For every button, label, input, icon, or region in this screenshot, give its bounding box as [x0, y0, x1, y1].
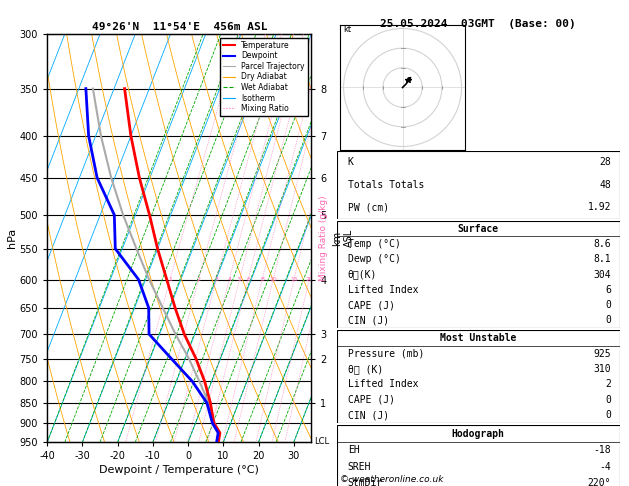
Text: 48: 48 [599, 180, 611, 190]
Text: 5: 5 [238, 277, 242, 282]
Text: Totals Totals: Totals Totals [348, 180, 424, 190]
Text: 6: 6 [246, 277, 250, 282]
Text: LCL: LCL [314, 437, 329, 446]
Text: Lifted Index: Lifted Index [348, 285, 418, 295]
Text: 2: 2 [197, 277, 201, 282]
Text: CAPE (J): CAPE (J) [348, 395, 395, 405]
Text: -4: -4 [599, 462, 611, 471]
Text: Hodograph: Hodograph [452, 429, 504, 438]
Text: CIN (J): CIN (J) [348, 410, 389, 420]
Text: 0: 0 [605, 410, 611, 420]
Text: kt: kt [343, 25, 352, 35]
Text: 0: 0 [605, 395, 611, 405]
Text: Lifted Index: Lifted Index [348, 380, 418, 389]
Text: Surface: Surface [457, 224, 499, 234]
Text: K: K [348, 157, 353, 167]
X-axis label: Dewpoint / Temperature (°C): Dewpoint / Temperature (°C) [99, 466, 259, 475]
Text: 8.6: 8.6 [593, 239, 611, 249]
Text: 8.1: 8.1 [593, 254, 611, 264]
Text: Pressure (mb): Pressure (mb) [348, 348, 424, 359]
Text: Temp (°C): Temp (°C) [348, 239, 401, 249]
Text: SREH: SREH [348, 462, 371, 471]
Text: 10: 10 [269, 277, 277, 282]
Text: StmDir: StmDir [348, 478, 383, 486]
Text: θᴇ (K): θᴇ (K) [348, 364, 383, 374]
Text: CAPE (J): CAPE (J) [348, 300, 395, 310]
Text: 15: 15 [290, 277, 298, 282]
Text: Most Unstable: Most Unstable [440, 333, 516, 343]
Title: 49°26'N  11°54'E  456m ASL: 49°26'N 11°54'E 456m ASL [91, 22, 267, 32]
Text: Mixing Ratio (g/kg): Mixing Ratio (g/kg) [320, 195, 328, 281]
Text: 8: 8 [260, 277, 264, 282]
Text: 0: 0 [605, 315, 611, 326]
Text: 1.92: 1.92 [587, 202, 611, 212]
Text: © weatheronline.co.uk: © weatheronline.co.uk [340, 474, 443, 484]
Text: 220°: 220° [587, 478, 611, 486]
Text: 1: 1 [168, 277, 172, 282]
Text: 25.05.2024  03GMT  (Base: 00): 25.05.2024 03GMT (Base: 00) [380, 19, 576, 30]
Text: 925: 925 [593, 348, 611, 359]
Legend: Temperature, Dewpoint, Parcel Trajectory, Dry Adiabat, Wet Adiabat, Isotherm, Mi: Temperature, Dewpoint, Parcel Trajectory… [220, 38, 308, 116]
Text: 310: 310 [593, 364, 611, 374]
Text: 2: 2 [605, 380, 611, 389]
Y-axis label: km
ASL: km ASL [332, 229, 353, 247]
Text: CIN (J): CIN (J) [348, 315, 389, 326]
Text: PW (cm): PW (cm) [348, 202, 389, 212]
Text: Dewp (°C): Dewp (°C) [348, 254, 401, 264]
Text: 304: 304 [593, 270, 611, 279]
Text: 28: 28 [599, 157, 611, 167]
Text: -18: -18 [593, 445, 611, 455]
Text: 6: 6 [605, 285, 611, 295]
Y-axis label: hPa: hPa [7, 228, 17, 248]
Text: θᴇ(K): θᴇ(K) [348, 270, 377, 279]
Text: 3: 3 [214, 277, 218, 282]
Text: 0: 0 [605, 300, 611, 310]
Text: 4: 4 [227, 277, 231, 282]
Text: EH: EH [348, 445, 360, 455]
Text: 20: 20 [305, 277, 313, 282]
